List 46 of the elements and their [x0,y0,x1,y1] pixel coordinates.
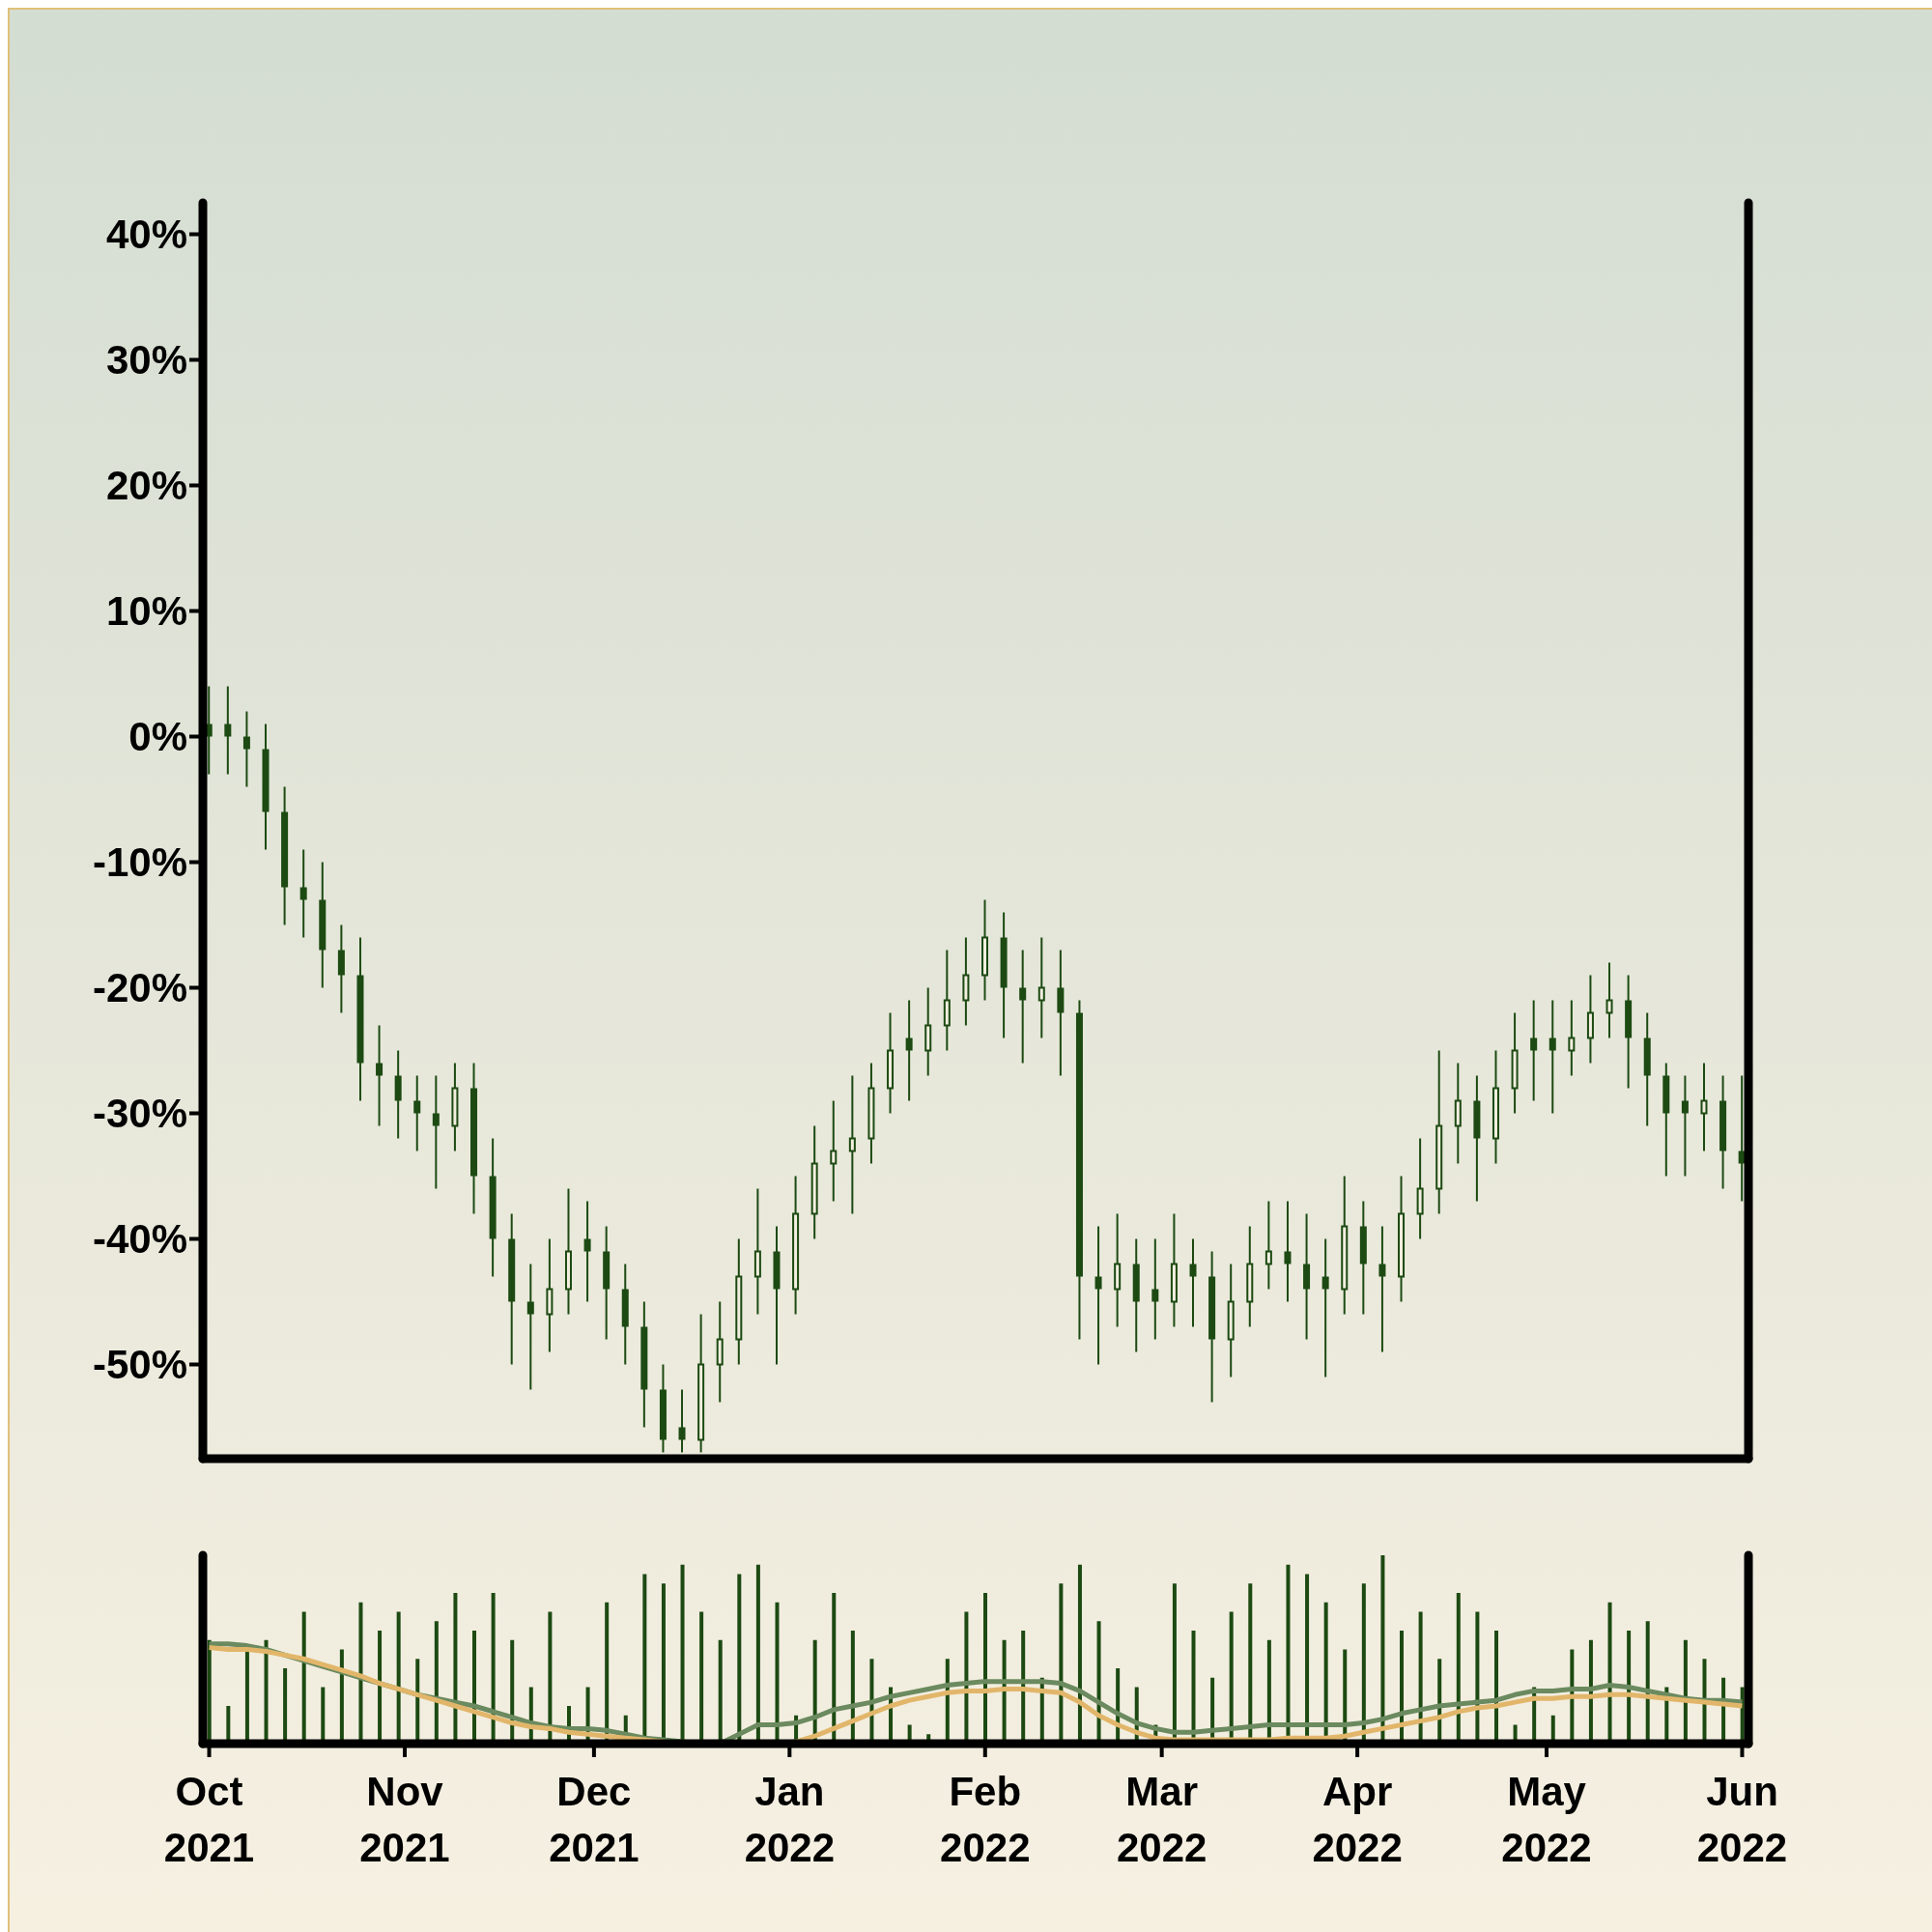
candlestick [1019,949,1027,1065]
x-tick-label: Jun 2022 [1696,1769,1788,1870]
candlestick [1189,1237,1197,1328]
candlestick [848,1074,856,1215]
x-tick-label: Jan 2022 [744,1769,836,1870]
y-tick-label: -50% [92,1342,187,1388]
candlestick [432,1074,440,1190]
candlestick [1151,1237,1159,1341]
x-tick-label: Nov 2021 [359,1769,450,1870]
candlestick [583,1200,591,1303]
y-tick-label: -10% [92,839,187,886]
x-tick-label: May 2022 [1501,1769,1592,1870]
candlestick [1700,1062,1708,1152]
y-tick-label: 0% [128,714,187,760]
y-tick-label: 40% [105,212,187,258]
y-tick-label: -30% [92,1091,187,1137]
y-tick-label: 10% [105,588,187,635]
candlestick [1530,999,1538,1102]
x-tick-label: Oct 2021 [163,1769,255,1870]
y-tick-label: -20% [92,965,187,1011]
candlestick [1605,961,1613,1039]
candlestick [1321,1237,1329,1378]
candlestick [678,1388,686,1454]
candlestick [905,999,913,1102]
candlestick [526,1263,534,1391]
candlestick [1094,1225,1102,1366]
candlestick [1264,1200,1272,1291]
x-tick-label: Dec 2021 [549,1769,639,1870]
candlestick [1568,999,1576,1077]
candlestick [242,710,250,788]
x-tick-label: Feb 2022 [940,1769,1031,1870]
y-tick-label: 30% [105,337,187,384]
candlestick [1037,936,1045,1039]
candlestick [299,848,307,939]
candlestick [1548,999,1556,1115]
candlestick [1378,1225,1386,1353]
candlestick [1681,1074,1689,1178]
y-tick-label: -40% [92,1216,187,1263]
candlestick [1284,1200,1292,1303]
candlestick [413,1074,421,1152]
candlestick [224,685,232,776]
x-tick-label: Apr 2022 [1312,1769,1403,1870]
y-tick-label: 20% [105,463,187,509]
x-tick-label: Mar 2022 [1116,1769,1208,1870]
candlestick [830,1099,838,1203]
candlestick [376,1024,384,1127]
